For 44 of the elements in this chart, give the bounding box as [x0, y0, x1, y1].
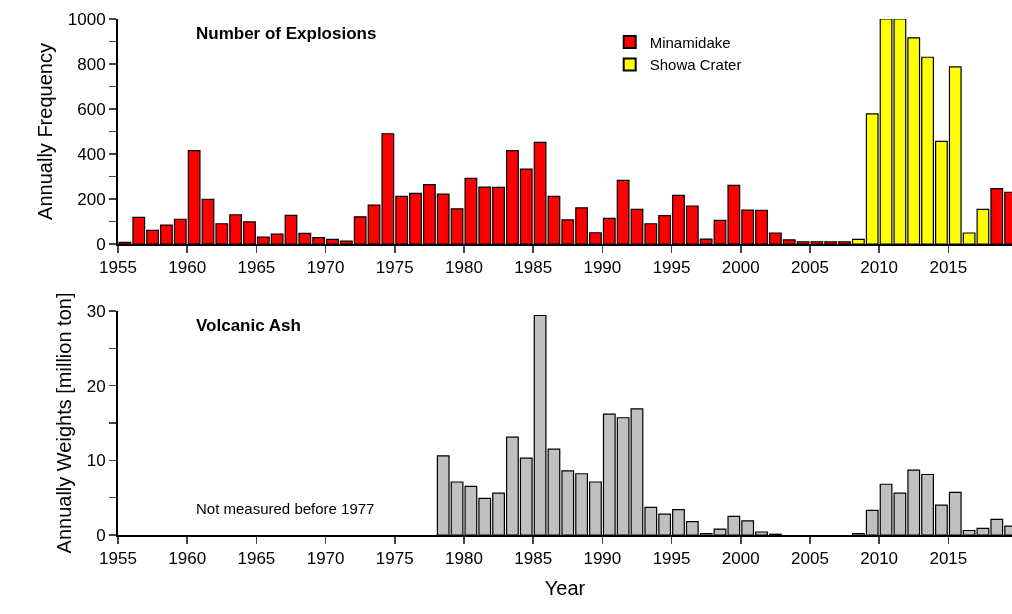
- x-tick-label: 1970: [306, 258, 345, 278]
- chart-title: Volcanic Ash: [196, 316, 301, 335]
- x-tick-label: 2010: [860, 258, 899, 278]
- y-tick-label: 800: [77, 54, 106, 74]
- x-tick-label: 1960: [168, 258, 207, 278]
- x-tick-label: 1965: [237, 258, 276, 278]
- x-tick-label: 1975: [375, 549, 414, 569]
- y-axis-title: Annually Weights [million ton]: [52, 292, 75, 554]
- y-tick-label: 20: [86, 376, 106, 396]
- x-tick-label: 1985: [514, 258, 553, 278]
- y-tick-label: 0: [96, 234, 106, 254]
- y-tick-label: 0: [96, 525, 106, 545]
- x-tick-label: 1990: [583, 258, 622, 278]
- y-tick-label: 600: [77, 99, 106, 119]
- x-tick-label: 2015: [929, 549, 968, 569]
- legend-label: Showa Crater: [649, 56, 742, 74]
- x-tick-label: 1970: [306, 549, 345, 569]
- x-tick-label: 1980: [445, 258, 483, 278]
- x-tick-label: 1960: [168, 549, 207, 569]
- x-tick-label: 2005: [791, 258, 829, 278]
- legend-label: Minamidake: [649, 33, 731, 51]
- y-axis-title: Annually Frequency: [33, 43, 56, 220]
- chart-title: Number of Explosions: [196, 24, 377, 43]
- x-tick-label: 1980: [445, 549, 483, 569]
- x-tick-label: 1995: [652, 258, 691, 278]
- x-tick-label: 1995: [652, 549, 691, 569]
- x-tick-label: 1965: [237, 549, 276, 569]
- x-tick-label: 1955: [99, 258, 137, 278]
- x-tick-label: 2000: [721, 549, 760, 569]
- x-tick-label: 2015: [929, 258, 968, 278]
- y-tick-label: 10: [86, 451, 106, 471]
- y-tick-label: 400: [77, 144, 106, 164]
- x-tick-label: 1985: [514, 549, 553, 569]
- x-tick-label: 1955: [99, 549, 137, 569]
- x-tick-label: 2005: [791, 549, 829, 569]
- x-tick-label: 1975: [375, 258, 414, 278]
- y-tick-label: 1000: [67, 9, 106, 29]
- annotation: Not measured before 1977: [196, 500, 375, 517]
- y-tick-label: 30: [86, 301, 106, 321]
- x-tick-label: 2000: [721, 258, 760, 278]
- x-tick-label: 2010: [860, 549, 899, 569]
- x-axis-title: Year: [544, 577, 586, 600]
- x-tick-label: 1990: [583, 549, 622, 569]
- y-tick-label: 200: [77, 189, 106, 209]
